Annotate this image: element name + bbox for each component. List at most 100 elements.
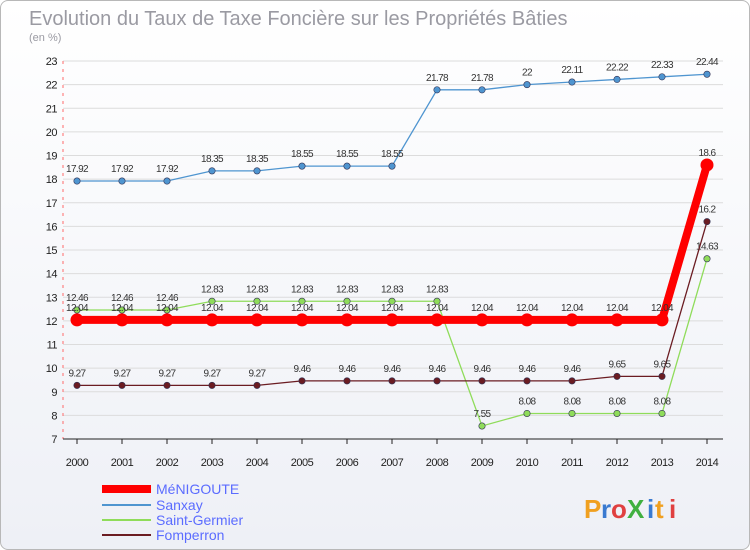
data-label: 18.35 <box>201 154 224 165</box>
data-label: 18.55 <box>381 149 404 160</box>
data-label: 22.11 <box>561 65 583 76</box>
data-label: 21.78 <box>426 73 449 84</box>
x-tick-label: 2008 <box>426 457 449 469</box>
data-label: 14.63 <box>696 242 719 253</box>
data-label: 12.04 <box>66 303 89 314</box>
data-point <box>520 313 534 327</box>
data-point <box>703 70 711 78</box>
data-label: 16.2 <box>698 205 716 216</box>
data-label: 9.27 <box>248 368 266 379</box>
data-label: 12.04 <box>291 303 314 314</box>
data-label: 8.08 <box>563 396 581 407</box>
data-label: 12.83 <box>381 284 404 295</box>
data-point <box>388 377 396 385</box>
data-point <box>343 162 351 170</box>
y-tick-label: 18 <box>46 174 58 186</box>
data-point <box>475 313 489 327</box>
data-point <box>205 313 219 327</box>
data-label: 9.27 <box>158 368 176 379</box>
data-label: 9.46 <box>383 364 401 375</box>
x-tick-label: 2004 <box>246 457 269 469</box>
x-tick-label: 2000 <box>66 457 89 469</box>
data-point <box>70 313 84 327</box>
x-tick-label: 2002 <box>156 457 179 469</box>
data-point <box>208 297 216 305</box>
x-tick-label: 2006 <box>336 457 359 469</box>
data-point <box>298 297 306 305</box>
data-point <box>568 377 576 385</box>
x-tick-label: 2005 <box>291 457 314 469</box>
data-label: 12.04 <box>651 303 674 314</box>
y-tick-label: 10 <box>46 363 58 375</box>
data-point <box>295 313 309 327</box>
data-label: 18.55 <box>336 149 359 160</box>
data-point <box>298 377 306 385</box>
y-tick-label: 7 <box>51 434 57 446</box>
y-tick-label: 13 <box>46 292 58 304</box>
data-label: 12.04 <box>561 303 584 314</box>
data-label: 12.04 <box>111 303 134 314</box>
data-label: 12.46 <box>111 293 134 304</box>
data-point <box>118 306 126 314</box>
x-tick-label: 2009 <box>471 457 494 469</box>
data-label: 9.46 <box>293 364 311 375</box>
data-label: 7.55 <box>473 409 491 420</box>
x-tick-label: 2010 <box>516 457 539 469</box>
data-point <box>208 381 216 389</box>
svg-text:i: i <box>669 494 676 524</box>
series-sanxay: 17.92 17.92 17.92 18.35 18.35 18.55 18.55 18.55… <box>66 57 720 185</box>
data-point <box>73 306 81 314</box>
data-label: 17.92 <box>66 164 89 175</box>
data-point <box>388 297 396 305</box>
data-label: 9.46 <box>473 364 491 375</box>
data-point <box>523 81 531 89</box>
data-point <box>568 409 576 417</box>
data-label: 12.46 <box>156 293 179 304</box>
data-label: 12.83 <box>246 284 269 295</box>
data-point <box>655 313 669 327</box>
data-label: 8.08 <box>608 396 626 407</box>
data-point <box>478 422 486 430</box>
data-label: 8.08 <box>518 396 536 407</box>
data-point <box>430 313 444 327</box>
svg-text:t: t <box>655 494 664 524</box>
data-label: 12.04 <box>201 303 224 314</box>
data-point <box>523 409 531 417</box>
x-tick-label: 2007 <box>381 457 404 469</box>
data-point <box>118 381 126 389</box>
data-label: 22.44 <box>696 57 719 68</box>
y-tick-label: 22 <box>46 80 58 92</box>
data-label: 21.78 <box>471 73 494 84</box>
data-label: 12.83 <box>201 284 224 295</box>
y-tick-label: 14 <box>46 269 58 281</box>
data-label: 17.92 <box>156 164 179 175</box>
y-tick-labels: 7 8 9 10 11 12 13 14 15 16 17 18 19 20 21 22 23 <box>46 56 58 446</box>
svg-text:P: P <box>584 494 601 524</box>
data-point <box>658 73 666 81</box>
data-point <box>613 372 621 380</box>
y-tick-label: 23 <box>46 56 58 68</box>
data-point <box>613 75 621 83</box>
data-point <box>163 177 171 185</box>
data-point <box>118 177 126 185</box>
svg-text:i: i <box>647 494 654 524</box>
data-label: 12.04 <box>471 303 494 314</box>
data-point <box>523 377 531 385</box>
data-point <box>385 313 399 327</box>
y-tick-label: 16 <box>46 221 58 233</box>
data-point <box>703 218 711 226</box>
data-point <box>163 306 171 314</box>
data-label: 18.35 <box>246 154 269 165</box>
data-point <box>160 313 174 327</box>
data-label: 12.83 <box>426 284 449 295</box>
data-label: 12.04 <box>516 303 539 314</box>
data-label: 18.55 <box>291 149 314 160</box>
data-point <box>73 381 81 389</box>
data-label: 12.83 <box>291 284 314 295</box>
data-point <box>253 381 261 389</box>
svg-text:r: r <box>601 494 611 524</box>
data-label: 17.92 <box>111 164 134 175</box>
